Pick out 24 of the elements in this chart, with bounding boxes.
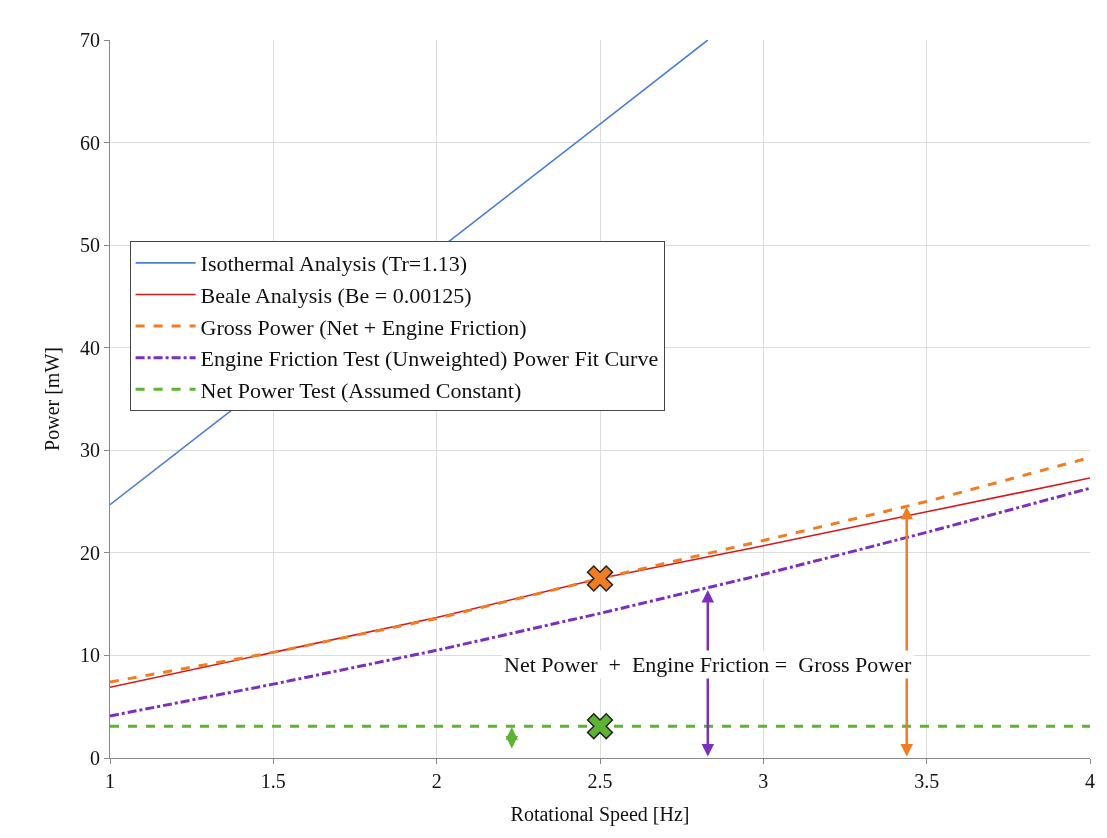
- y-tick-label: 30: [80, 439, 100, 462]
- y-tick-label: 0: [90, 747, 100, 769]
- y-tick-label: 70: [80, 29, 100, 51]
- x-tick-label: 3: [758, 770, 769, 792]
- x-tick-label: 3.5: [914, 770, 940, 792]
- y-tick-label: 50: [80, 234, 100, 257]
- legend-label: Isothermal Analysis (Tr=1.13): [200, 251, 468, 277]
- x-tick-label: 1.5: [260, 770, 286, 792]
- legend-label: Net Power Test (Assumed Constant): [200, 377, 522, 403]
- legend-label: Gross Power (Net + Engine Friction): [200, 314, 527, 340]
- y-tick-label: 10: [80, 644, 100, 667]
- line-series: [110, 486, 1090, 718]
- x-tick-label: 1: [105, 770, 115, 792]
- y-axis-title: Power [mW]: [40, 347, 63, 451]
- x-tick-label: 2.5: [587, 770, 613, 792]
- x-tick-label: 4: [1085, 770, 1095, 792]
- x-axis-title: Rotational Speed [Hz]: [510, 802, 690, 826]
- annotation: Net Power + Engine Friction = Gross Power: [504, 652, 912, 677]
- y-tick-label: 60: [80, 131, 100, 154]
- x-tick-label: 2: [431, 770, 442, 792]
- legend-label: Engine Friction Test (Unweighted) Power Fit Curve: [200, 346, 659, 372]
- y-tick-label: 20: [80, 541, 100, 564]
- y-tick-label: 40: [80, 336, 100, 359]
- legend-label: Beale Analysis (Be = 0.00125): [200, 283, 472, 309]
